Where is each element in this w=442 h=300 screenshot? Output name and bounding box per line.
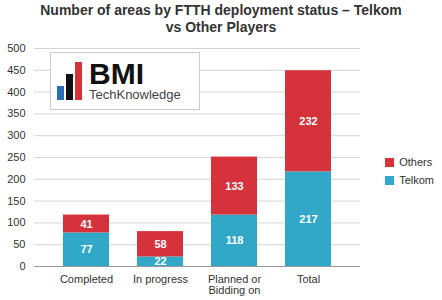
svg-text:500: 500 [7,42,25,54]
svg-text:0: 0 [19,260,25,272]
html-text:Others: Others [399,156,433,168]
svg-text:250: 250 [7,151,25,163]
svg-text:100: 100 [7,216,25,228]
html-text:TechKnowledge: TechKnowledge [89,87,181,102]
svg-text:350: 350 [7,107,25,119]
svg-text:Completed: Completed [60,273,113,285]
html-text:BMI: BMI [89,57,144,90]
svg-text:Total: Total [297,273,320,285]
svg-text:200: 200 [7,173,25,185]
svg-text:300: 300 [7,129,25,141]
svg-text:217: 217 [299,213,317,225]
svg-text:150: 150 [7,195,25,207]
svg-text:400: 400 [7,86,25,98]
svg-text:133: 133 [225,180,243,192]
svg-text:450: 450 [7,64,25,76]
svg-text:77: 77 [80,243,92,255]
svg-text:118: 118 [226,234,244,246]
svg-text:232: 232 [299,115,317,127]
html-text:Number of areas by FTTH deploy: Number of areas by FTTH deployment statu… [40,2,402,35]
svg-text:In progress: In progress [133,273,189,285]
svg-text:Planned orBidding on: Planned orBidding on [208,273,262,296]
svg-text:58: 58 [154,238,166,250]
svg-text:50: 50 [13,238,25,250]
html-text:Telkom: Telkom [399,174,434,186]
svg-text:22: 22 [154,255,166,267]
svg-text:41: 41 [80,218,92,230]
